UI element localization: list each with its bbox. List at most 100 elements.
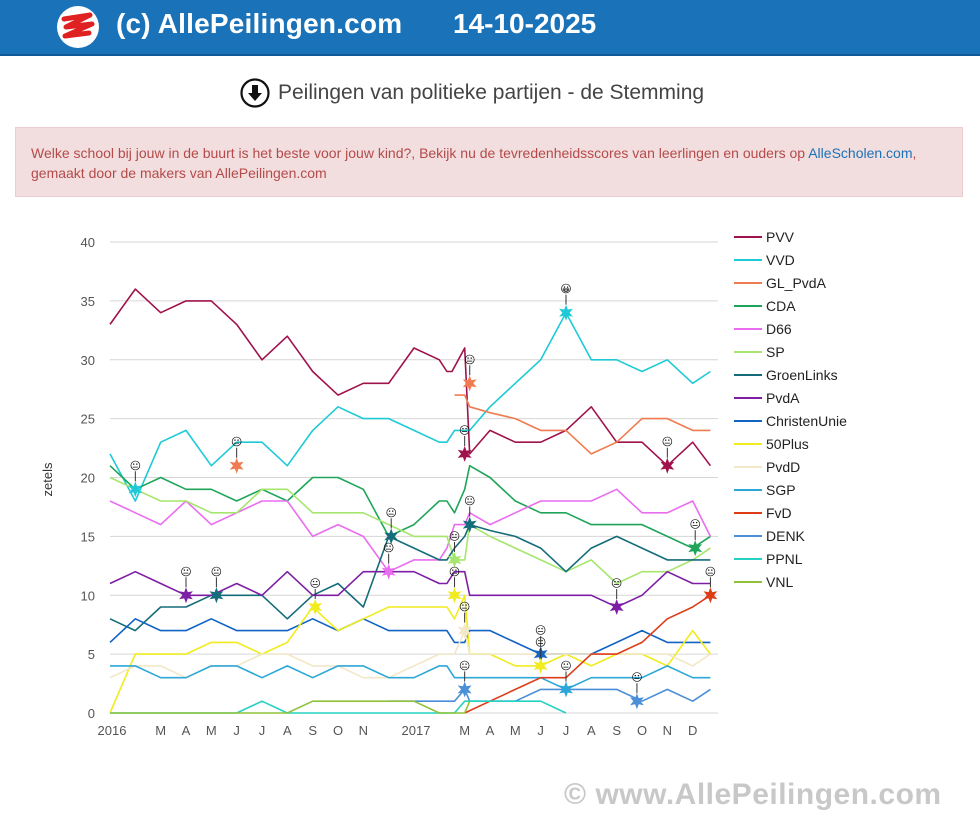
notice-text: Welke school bij jouw in de buurt is het… (31, 145, 809, 161)
marker-emoji: 😐 (662, 436, 673, 449)
marker-emoji: 😐 (459, 659, 470, 672)
marker-emoji: 😐 (464, 495, 475, 508)
marker-emoji: 😐 (459, 424, 470, 437)
poll-event-marker[interactable] (457, 622, 472, 639)
legend-label[interactable]: GL_PvdA (766, 275, 827, 291)
legend-label[interactable]: SP (766, 344, 785, 360)
series-line-d66 (109, 488, 712, 573)
poll-event-marker[interactable] (703, 587, 718, 604)
series-line-christenunie (109, 617, 711, 655)
allescholen-link[interactable]: AlleScholen.com (808, 145, 913, 161)
y-tick-label: 10 (81, 588, 95, 603)
x-tick-label: A (486, 723, 495, 738)
series-line-denk (388, 688, 711, 703)
poll-event-marker[interactable] (179, 587, 193, 604)
marker-emoji: 😀 (560, 283, 571, 296)
poll-event-marker[interactable] (559, 681, 573, 698)
poll-event-marker[interactable] (209, 587, 224, 604)
y-tick-label: 20 (81, 471, 95, 486)
legend-label[interactable]: FvD (766, 505, 792, 521)
poll-event-marker[interactable] (457, 681, 472, 698)
legend-label[interactable]: CDA (766, 298, 796, 314)
poll-event-marker[interactable] (660, 457, 675, 474)
x-tick-label: D (688, 723, 697, 738)
marker-emoji: 😐 (231, 436, 242, 449)
series-line-ppnl (110, 700, 567, 714)
poll-event-marker[interactable] (462, 516, 477, 533)
site-title[interactable]: (c) AllePeilingen.com (116, 8, 403, 39)
poll-event-marker[interactable] (533, 657, 548, 674)
legend-label[interactable]: ChristenUnie (766, 413, 847, 429)
poll-event-marker[interactable] (308, 599, 323, 615)
marker-emoji: 😐 (560, 659, 571, 672)
series-line-vnl (110, 700, 471, 714)
marker-emoji: 😐 (611, 577, 622, 590)
marker-emoji: 😐 (180, 565, 191, 578)
marker-emoji: 😐 (211, 565, 222, 578)
series-line-fvd (464, 594, 711, 714)
marker-emoji: 😐 (705, 565, 716, 578)
series-line-pvda (109, 570, 711, 608)
x-tick-label: S (308, 723, 317, 738)
x-tick-label: A (182, 723, 191, 738)
legend-label[interactable]: PPNL (766, 551, 803, 567)
notice-banner: Welke school bij jouw in de buurt is het… (15, 127, 963, 197)
marker-emoji: 😐 (309, 577, 320, 590)
poll-event-marker[interactable] (457, 445, 472, 462)
y-tick-label: 25 (81, 412, 95, 427)
header-date: 14-10-2025 (453, 8, 597, 39)
y-tick-label: 35 (81, 294, 95, 309)
poll-event-marker[interactable] (559, 304, 573, 321)
poll-event-marker[interactable] (630, 693, 644, 710)
series-line-pvv (109, 288, 712, 467)
legend-label[interactable]: VVD (766, 252, 795, 268)
poll-event-marker[interactable] (384, 528, 399, 545)
top-bar: (c) AllePeilingen.com 14-10-2025 (0, 0, 980, 56)
marker-emoji: 😐 (449, 565, 460, 578)
legend-label[interactable]: PvdD (766, 459, 800, 475)
watermark: © www.AllePeilingen.com (564, 778, 942, 811)
x-tick-label: J (233, 723, 240, 738)
y-tick-label: 0 (88, 706, 95, 721)
x-tick-label: M (510, 723, 521, 738)
x-tick-label: J (563, 723, 570, 738)
y-tick-label: 5 (88, 647, 95, 662)
x-tick-label: 2017 (402, 723, 431, 738)
poll-event-marker[interactable] (609, 599, 624, 615)
series-line-sp (109, 476, 711, 585)
legend-label[interactable]: PvdA (766, 390, 800, 406)
marker-emoji: 😐 (464, 353, 475, 366)
x-tick-label: O (333, 723, 343, 738)
legend-label[interactable]: PVV (766, 229, 795, 245)
poll-event-marker[interactable] (128, 481, 143, 498)
poll-event-marker[interactable] (462, 375, 477, 392)
poll-event-marker[interactable] (229, 457, 244, 474)
poll-event-marker[interactable] (688, 540, 703, 557)
download-icon[interactable] (240, 78, 270, 108)
series-line-groenlinks (109, 523, 711, 632)
marker-emoji: 😐 (385, 506, 396, 519)
legend-label[interactable]: SGP (766, 482, 796, 498)
y-tick-label: 15 (81, 529, 95, 544)
y-tick-label: 40 (81, 235, 95, 250)
legend-label[interactable]: D66 (766, 321, 792, 337)
marker-emoji: 😐 (631, 671, 642, 684)
poll-event-marker[interactable] (447, 587, 462, 604)
series-line-50plus (109, 594, 712, 714)
poll-event-marker[interactable] (381, 563, 396, 580)
legend-label[interactable]: 50Plus (766, 436, 809, 452)
site-logo[interactable] (56, 5, 100, 49)
notice-text-end: , gemaakt door de makers van AllePeiling… (31, 145, 917, 181)
series-line-sgp (110, 665, 711, 691)
x-tick-label: J (537, 723, 544, 738)
legend-label[interactable]: VNL (766, 574, 793, 590)
poll-event-marker[interactable] (447, 551, 462, 568)
x-tick-label: N (663, 723, 672, 738)
y-axis-label: zetels (40, 462, 55, 496)
legend-label[interactable]: DENK (766, 528, 806, 544)
x-tick-label: O (637, 723, 647, 738)
x-tick-label: J (259, 723, 266, 738)
legend-label[interactable]: GroenLinks (766, 367, 838, 383)
x-tick-label: S (612, 723, 621, 738)
x-tick-label: M (206, 723, 217, 738)
